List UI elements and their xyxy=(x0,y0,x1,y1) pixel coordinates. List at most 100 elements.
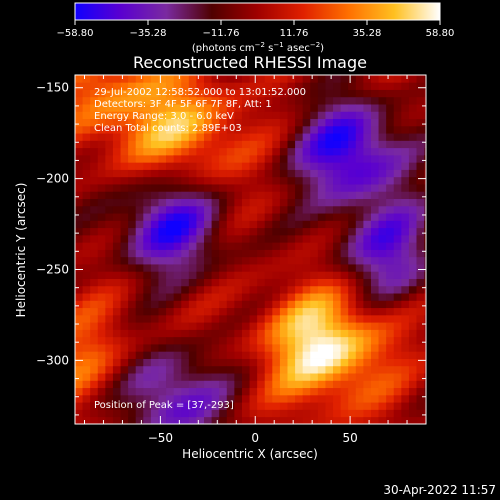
heatmap-cell xyxy=(219,416,228,424)
heatmap-cell xyxy=(112,351,121,359)
heatmap-cell xyxy=(264,162,273,170)
heatmap-cell xyxy=(355,344,364,352)
heatmap-cell xyxy=(408,104,417,112)
heatmap-cell xyxy=(279,380,288,389)
heatmap-cell xyxy=(325,416,334,424)
heatmap-cell xyxy=(424,373,426,381)
heatmap-cell xyxy=(340,154,349,163)
heatmap-cell xyxy=(340,133,349,141)
heatmap-cell xyxy=(241,220,250,229)
heatmap-cell xyxy=(295,242,304,250)
heatmap-cell xyxy=(363,358,372,367)
heatmap-cell xyxy=(340,271,349,279)
heatmap-cell xyxy=(128,329,137,338)
heatmap-cell xyxy=(226,365,235,374)
heatmap-cell xyxy=(150,271,159,279)
heatmap-cell xyxy=(143,96,152,105)
heatmap-cell xyxy=(158,147,167,156)
heatmap-cell xyxy=(340,249,349,258)
heatmap-cell xyxy=(90,271,99,279)
heatmap-cell xyxy=(325,278,334,287)
heatmap-cell xyxy=(340,394,349,403)
heatmap-cell xyxy=(234,191,243,200)
heatmap-cell xyxy=(82,344,91,352)
heatmap-cell xyxy=(150,147,159,156)
heatmap-cell xyxy=(310,82,319,90)
heatmap-cell xyxy=(105,264,114,272)
heatmap-cell xyxy=(204,133,213,141)
heatmap-cell xyxy=(234,184,243,192)
heatmap-cell xyxy=(257,300,266,309)
heatmap-cell xyxy=(416,82,425,90)
heatmap-cell xyxy=(249,380,258,389)
heatmap-cell xyxy=(295,285,304,294)
heatmap-cell xyxy=(241,285,250,294)
heatmap-cell xyxy=(408,256,417,265)
heatmap-cell xyxy=(317,104,326,112)
heatmap-cell xyxy=(325,104,334,112)
heatmap-cell xyxy=(219,278,228,287)
heatmap-cell xyxy=(333,271,342,279)
heatmap-cell xyxy=(325,118,334,127)
heatmap-cell xyxy=(75,300,83,309)
heatmap-cell xyxy=(120,154,129,163)
heatmap-cell xyxy=(128,358,137,367)
heatmap-cell xyxy=(363,387,372,396)
heatmap-cell xyxy=(408,82,417,90)
heatmap-cell xyxy=(234,176,243,185)
heatmap-cell xyxy=(317,314,326,323)
heatmap-cell xyxy=(355,89,364,98)
heatmap-cell xyxy=(211,89,220,98)
heatmap-cell xyxy=(325,300,334,309)
heatmap-cell xyxy=(120,191,129,200)
heatmap-cell xyxy=(211,416,220,424)
heatmap-cell xyxy=(181,409,190,418)
heatmap-cell xyxy=(348,111,357,120)
heatmap-cell xyxy=(181,89,190,98)
heatmap-cell xyxy=(166,154,175,163)
heatmap-cell xyxy=(386,336,395,345)
heatmap-cell xyxy=(363,184,372,192)
heatmap-cell xyxy=(416,125,425,134)
heatmap-cell xyxy=(120,322,129,330)
heatmap-cell xyxy=(135,314,144,323)
heatmap-cell xyxy=(393,329,402,338)
heatmap-cell xyxy=(173,271,182,279)
heatmap-cell xyxy=(112,409,121,418)
heatmap-cell xyxy=(264,154,273,163)
heatmap-cell xyxy=(75,307,83,316)
heatmap-cell xyxy=(264,373,273,381)
heatmap-cell xyxy=(333,351,342,359)
heatmap-cell xyxy=(408,394,417,403)
heatmap-cell xyxy=(378,416,387,424)
heatmap-cell xyxy=(257,234,266,243)
heatmap-cell xyxy=(333,154,342,163)
heatmap-cell xyxy=(150,111,159,120)
heatmap-cell xyxy=(317,409,326,418)
heatmap-cell xyxy=(105,118,114,127)
heatmap-cell xyxy=(386,307,395,316)
heatmap-cell xyxy=(378,104,387,112)
heatmap-cell xyxy=(310,285,319,294)
heatmap-cell xyxy=(295,111,304,120)
heatmap-cell xyxy=(424,176,426,185)
heatmap-cell xyxy=(355,234,364,243)
heatmap-cell xyxy=(241,227,250,236)
heatmap-cell xyxy=(143,314,152,323)
heatmap-cell xyxy=(272,242,281,250)
heatmap-cell xyxy=(393,365,402,374)
heatmap-cell xyxy=(226,133,235,141)
heatmap-cell xyxy=(363,198,372,207)
heatmap-cell xyxy=(348,96,357,105)
heatmap-cell xyxy=(279,249,288,258)
heatmap-cell xyxy=(279,184,288,192)
heatmap-cell xyxy=(424,169,426,178)
heatmap-cell xyxy=(150,205,159,214)
heatmap-cell xyxy=(105,104,114,112)
heatmap-cell xyxy=(75,198,83,207)
heatmap-cell xyxy=(75,271,83,279)
heatmap-cell xyxy=(416,278,425,287)
heatmap-cell xyxy=(196,234,205,243)
heatmap-cell xyxy=(287,271,296,279)
heatmap-cell xyxy=(408,184,417,192)
